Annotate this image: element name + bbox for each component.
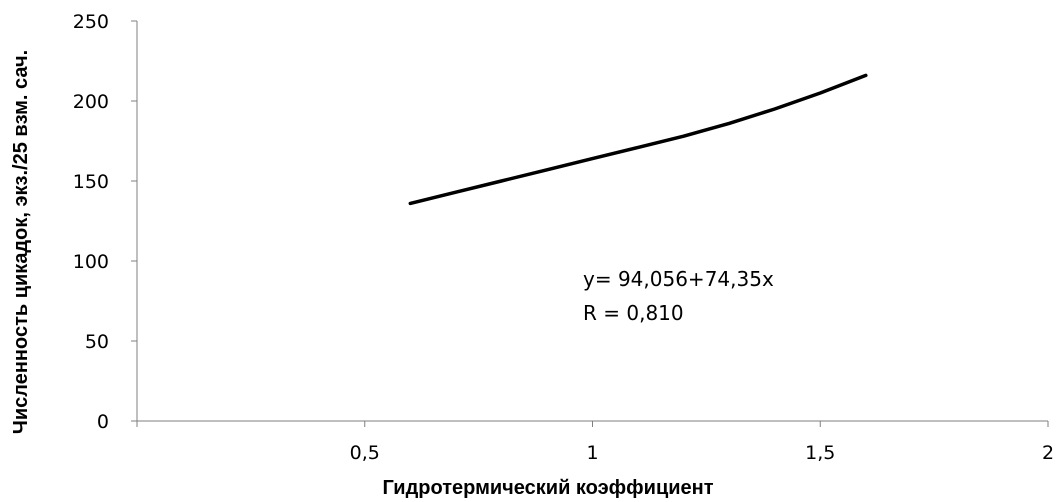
y-tick-label: 250: [73, 11, 109, 33]
series-group: [408, 73, 868, 206]
y-tick-label: 0: [97, 411, 109, 433]
x-tick-label: 2: [1042, 442, 1054, 464]
x-axis-title: Гидротермический коэффициент: [382, 477, 713, 499]
correlation-coefficient: R = 0,810: [583, 301, 684, 325]
series-line-1: [408, 73, 868, 206]
axes: [131, 20, 1049, 427]
x-tick-label: 1: [586, 442, 598, 464]
y-tick-label: 50: [85, 331, 109, 353]
tick-labels: 0 50 100 150 200 250 0,5 1 1,5 2: [73, 11, 1054, 464]
y-tick-label: 100: [73, 251, 109, 273]
y-tick-label: 200: [73, 91, 109, 113]
y-axis-title: Численность цикадок, экз./25 взм. сач.: [10, 50, 32, 434]
regression-equation: y= 94,056+74,35x: [583, 267, 774, 291]
x-tick-label: 1,5: [805, 442, 835, 464]
y-tick-label: 150: [73, 171, 109, 193]
x-tick-label: 0,5: [350, 442, 380, 464]
